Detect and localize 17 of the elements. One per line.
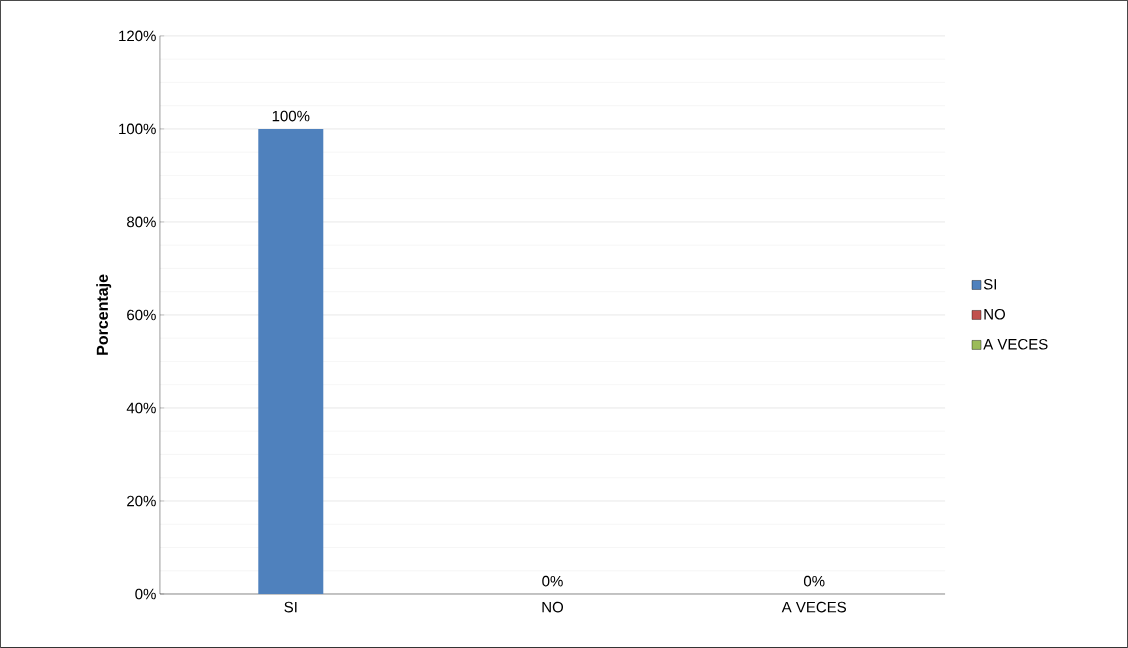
legend-label: SI (983, 279, 997, 290)
data-label: 0% (542, 575, 563, 587)
y-tick-label: 0% (135, 588, 156, 600)
y-axis-title: Porcentaje (96, 274, 112, 355)
data-label: 0% (803, 575, 825, 587)
x-tick-label: A VECES (781, 601, 847, 613)
x-tick-label: NO (542, 601, 564, 613)
data-label: 100% (272, 110, 310, 122)
y-tick-label: 80% (127, 216, 156, 228)
y-tick-label: 60% (127, 309, 156, 321)
y-tick-label: 100% (119, 123, 156, 135)
x-tick-label: SI (284, 601, 297, 613)
y-tick-label: 20% (127, 495, 156, 507)
y-tick-label: 40% (126, 402, 156, 414)
legend-label: NO (984, 309, 1006, 320)
legend-label: A VECES (983, 338, 1048, 350)
y-tick-label: 120% (119, 30, 156, 42)
